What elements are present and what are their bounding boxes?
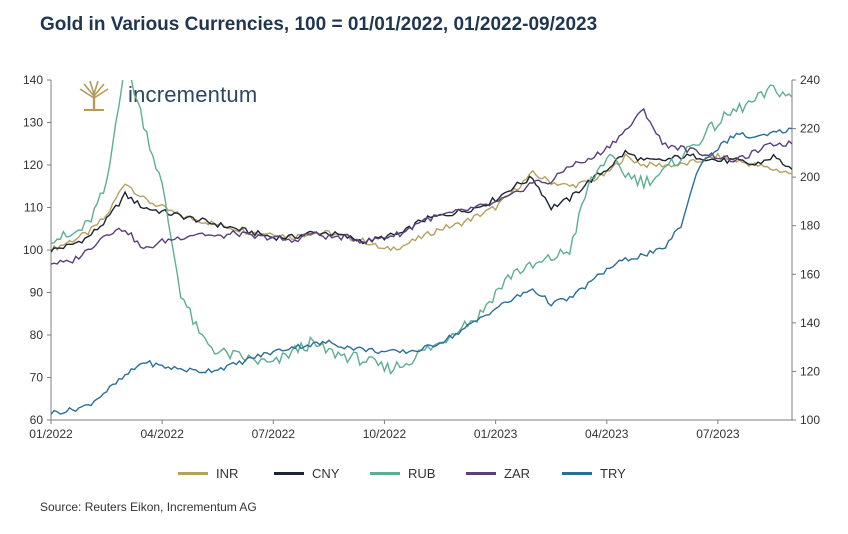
y-right-tick-label: 220 bbox=[800, 122, 820, 136]
y-right-tick-label: 200 bbox=[800, 170, 820, 184]
brand-name: incrementum bbox=[128, 82, 258, 107]
legend-swatch bbox=[562, 472, 592, 475]
legend-label: CNY bbox=[312, 466, 340, 481]
chart-title: Gold in Various Currencies, 100 = 01/01/… bbox=[40, 14, 598, 35]
legend-swatch bbox=[466, 472, 496, 475]
legend-label: TRY bbox=[600, 466, 626, 481]
y-right-tick-label: 100 bbox=[800, 413, 820, 427]
y-left-tick-label: 90 bbox=[30, 286, 44, 300]
x-tick-label: 01/2022 bbox=[29, 427, 73, 441]
y-left-tick-label: 110 bbox=[24, 201, 43, 215]
y-left-tick-label: 100 bbox=[23, 243, 43, 257]
y-left-tick-label: 140 bbox=[23, 73, 43, 87]
series-line-rub bbox=[51, 80, 792, 375]
y-left-tick-label: 80 bbox=[30, 328, 44, 342]
y-right-tick-label: 120 bbox=[800, 364, 820, 378]
y-left-tick-label: 120 bbox=[23, 158, 43, 172]
series-line-try bbox=[51, 127, 792, 415]
x-tick-label: 07/2022 bbox=[252, 427, 296, 441]
legend-label: INR bbox=[216, 466, 239, 481]
legend-swatch bbox=[178, 472, 208, 475]
x-tick-label: 04/2022 bbox=[140, 427, 184, 441]
y-right-tick-label: 240 bbox=[800, 73, 820, 87]
x-tick-label: 04/2023 bbox=[585, 427, 629, 441]
y-left-tick-label: 130 bbox=[23, 116, 43, 130]
legend-item-rub: RUB bbox=[370, 466, 466, 481]
legend-item-try: TRY bbox=[562, 466, 658, 481]
series-line-zar bbox=[51, 107, 792, 265]
y-right-tick-label: 160 bbox=[800, 267, 820, 281]
x-tick-label: 07/2023 bbox=[696, 427, 740, 441]
y-left-tick-label: 60 bbox=[30, 413, 44, 427]
x-tick-label: 10/2022 bbox=[363, 427, 407, 441]
series-line-cny bbox=[51, 149, 792, 253]
legend-item-zar: ZAR bbox=[466, 466, 562, 481]
tree-logo-icon bbox=[76, 78, 112, 112]
source-note: Source: Reuters Eikon, Incrementum AG bbox=[40, 500, 257, 514]
legend-swatch bbox=[274, 472, 304, 475]
y-left-tick-label: 70 bbox=[30, 371, 44, 385]
legend-swatch bbox=[370, 472, 400, 475]
legend-item-inr: INR bbox=[178, 466, 274, 481]
legend-item-cny: CNY bbox=[274, 466, 370, 481]
y-right-tick-label: 140 bbox=[800, 316, 820, 330]
legend-label: ZAR bbox=[504, 466, 530, 481]
x-tick-label: 01/2023 bbox=[474, 427, 518, 441]
chart-legend: INR CNY RUB ZAR TRY bbox=[178, 466, 658, 481]
brand-logo: incrementum bbox=[76, 78, 257, 112]
legend-label: RUB bbox=[408, 466, 436, 481]
y-right-tick-label: 180 bbox=[800, 219, 820, 233]
